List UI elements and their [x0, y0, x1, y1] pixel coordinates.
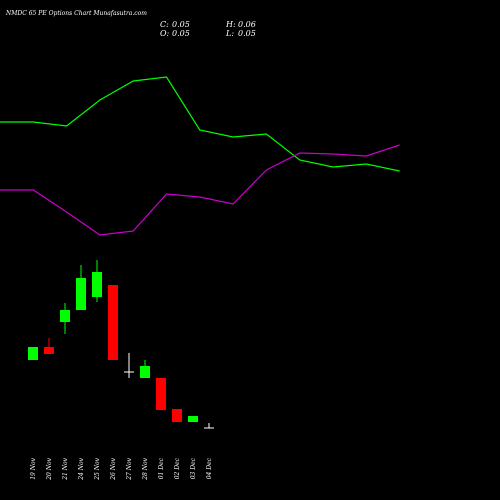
x-tick-label: 02 Dec	[174, 457, 181, 479]
candle-body	[76, 278, 86, 310]
candle-body	[44, 347, 54, 354]
x-tick-label: 25 Nov	[94, 457, 101, 480]
summary-label: O:	[160, 29, 170, 38]
x-tick-label: 21 Nov	[62, 457, 69, 480]
indicator-line	[0, 144, 400, 236]
candle-body	[60, 310, 70, 322]
summary-value: 0.05	[172, 20, 190, 29]
summary-label: H:	[225, 20, 236, 29]
x-tick-label: 03 Dec	[190, 457, 197, 479]
candle-body	[108, 285, 118, 360]
x-tick-label: 24 Nov	[78, 457, 85, 480]
indicator-line	[0, 76, 400, 172]
candle-body	[140, 366, 150, 378]
candle-body	[92, 272, 102, 297]
summary-value: 0.05	[172, 29, 190, 38]
x-tick-label: 27 Nov	[126, 457, 133, 480]
summary-label: L:	[225, 29, 234, 38]
candle-body	[124, 371, 134, 373]
candle-body	[188, 416, 198, 422]
candle-body	[28, 347, 38, 360]
x-tick-label: 20 Nov	[46, 457, 53, 480]
chart-title: NMDC 65 PE Options Chart Munafasutra.com	[5, 10, 147, 17]
candle-body	[204, 427, 214, 429]
x-tick-label: 19 Nov	[30, 457, 37, 479]
candle-body	[156, 378, 166, 410]
x-tick-label: 28 Nov	[142, 457, 149, 480]
x-tick-label: 01 Dec	[158, 457, 165, 479]
candle-body	[172, 409, 182, 422]
summary-value: 0.06	[238, 20, 256, 29]
x-tick-label: 04 Dec	[206, 457, 213, 479]
summary-value: 0.05	[238, 29, 256, 38]
x-tick-label: 26 Nov	[110, 457, 117, 480]
summary-label: C:	[160, 20, 169, 29]
